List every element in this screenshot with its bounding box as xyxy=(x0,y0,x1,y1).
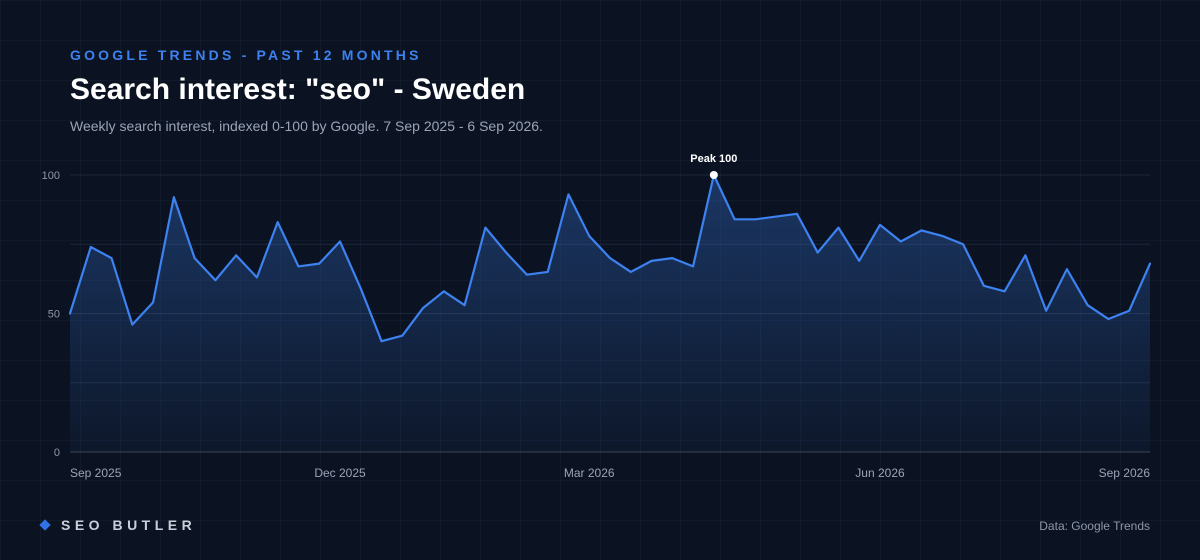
x-tick-label: Dec 2025 xyxy=(314,466,366,480)
chart-title: Search interest: "seo" - Sweden xyxy=(70,73,526,106)
chart-kicker: GOOGLE TRENDS - PAST 12 MONTHS xyxy=(70,47,422,63)
x-tick-label: Sep 2025 xyxy=(70,466,122,480)
brand-name: SEO BUTLER xyxy=(61,517,197,533)
y-tick-label: 100 xyxy=(42,170,60,182)
data-source: Data: Google Trends xyxy=(1039,519,1150,533)
peak-label: Peak 100 xyxy=(690,153,737,165)
series-line xyxy=(68,173,1152,343)
brand-logo: SEO BUTLER xyxy=(39,517,197,533)
y-tick-label: 0 xyxy=(54,447,60,459)
x-tick-label: Mar 2026 xyxy=(564,466,615,480)
x-tick-label: Jun 2026 xyxy=(855,466,905,480)
y-tick-label: 50 xyxy=(48,309,60,321)
diamond-icon xyxy=(39,519,51,531)
series-area xyxy=(70,175,1150,452)
chart-subtitle: Weekly search interest, indexed 0-100 by… xyxy=(70,118,543,134)
peak-marker xyxy=(709,171,718,179)
x-tick-label: Sep 2026 xyxy=(1099,466,1151,480)
